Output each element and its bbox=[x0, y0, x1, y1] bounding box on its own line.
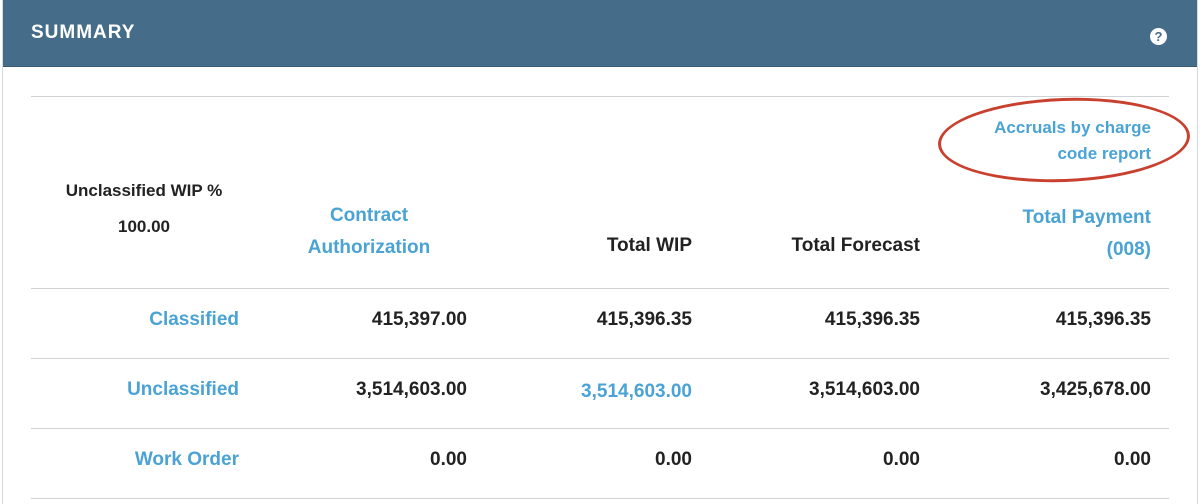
panel-title: SUMMARY bbox=[31, 22, 136, 43]
cell-wip: 415,396.35 bbox=[596, 309, 692, 330]
cell-contract: 0.00 bbox=[430, 449, 467, 470]
accruals-report-link[interactable]: Accruals by charge code report bbox=[994, 115, 1151, 167]
panel-header: SUMMARY ? bbox=[3, 0, 1197, 67]
total-payment-line2: (008) bbox=[1106, 239, 1151, 260]
divider bbox=[31, 498, 1169, 499]
total-payment-line1: Total Payment bbox=[1022, 207, 1151, 228]
unclassified-wip-label: Unclassified WIP % bbox=[65, 181, 223, 200]
column-header-total-wip: Total WIP bbox=[606, 235, 692, 256]
divider bbox=[31, 428, 1169, 429]
accruals-report-link-line2: code report bbox=[1057, 144, 1151, 163]
cell-wip: 0.00 bbox=[655, 449, 692, 470]
cell-contract: 3,514,603.00 bbox=[356, 379, 467, 400]
cell-payment: 415,396.35 bbox=[1055, 309, 1151, 330]
contract-authorization-line1: Contract bbox=[329, 205, 409, 226]
column-header-contract-authorization[interactable]: Contract Authorization bbox=[269, 200, 469, 264]
contract-authorization-line2: Authorization bbox=[307, 237, 431, 258]
divider bbox=[31, 96, 1169, 97]
cell-payment: 3,425,678.00 bbox=[1040, 379, 1151, 400]
row-label-classified[interactable]: Classified bbox=[149, 309, 239, 330]
cell-forecast: 0.00 bbox=[883, 449, 920, 470]
divider bbox=[31, 288, 1169, 289]
divider bbox=[31, 358, 1169, 359]
cell-wip-link[interactable]: 3,514,603.00 bbox=[581, 381, 692, 402]
row-label-work-order[interactable]: Work Order bbox=[134, 449, 239, 470]
cell-forecast: 3,514,603.00 bbox=[809, 379, 920, 400]
unclassified-wip-value: 100.00 bbox=[118, 217, 170, 236]
accruals-report-link-line1: Accruals by charge bbox=[994, 118, 1151, 137]
row-label-unclassified[interactable]: Unclassified bbox=[127, 379, 239, 400]
annotation-circle bbox=[936, 93, 1192, 187]
question-circle-icon[interactable]: ? bbox=[1150, 28, 1167, 45]
cell-payment: 0.00 bbox=[1114, 449, 1151, 470]
column-header-total-forecast: Total Forecast bbox=[791, 235, 920, 256]
cell-contract: 415,397.00 bbox=[371, 309, 467, 330]
cell-forecast: 415,396.35 bbox=[824, 309, 920, 330]
column-header-total-payment[interactable]: Total Payment (008) bbox=[1023, 202, 1151, 266]
